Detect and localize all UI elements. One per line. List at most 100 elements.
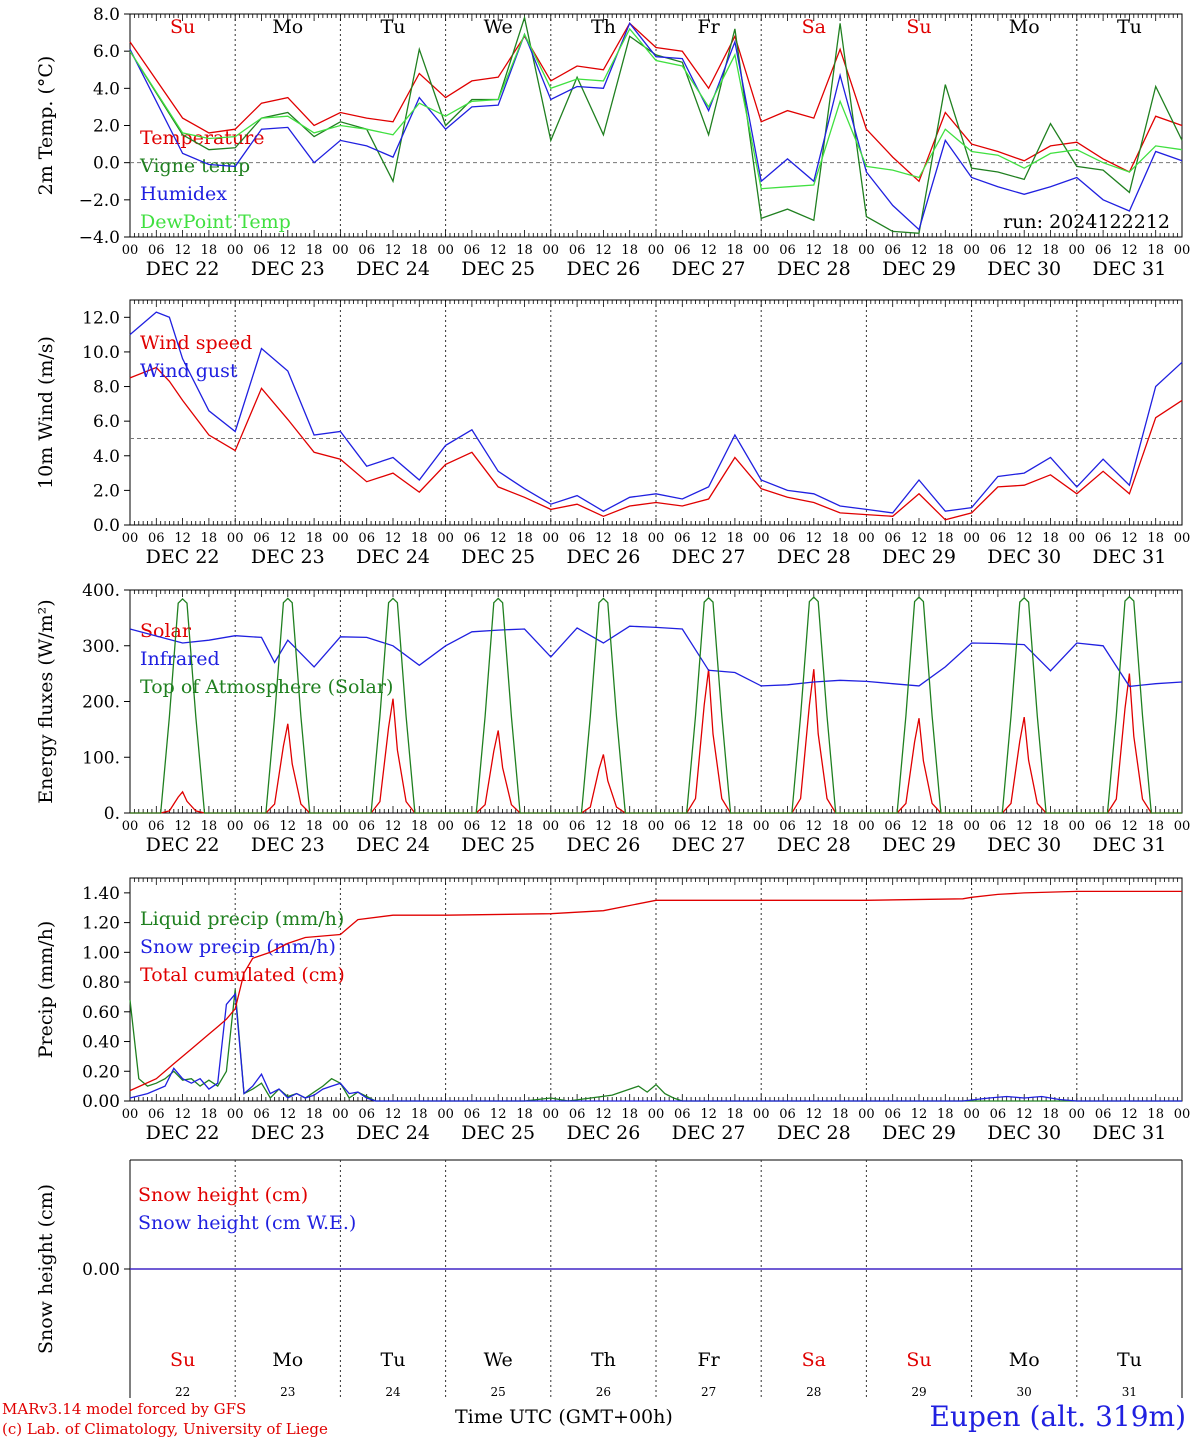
hour-tick-label: 18 [727, 819, 744, 834]
hour-tick-label: 18 [201, 531, 218, 546]
hour-tick-label: 18 [516, 819, 533, 834]
hour-tick-label: 18 [1147, 243, 1164, 258]
date-label: DEC 29 [882, 1122, 956, 1144]
y-axis-title: Precip (mm/h) [35, 921, 57, 1059]
weekday-label: We [484, 1349, 513, 1371]
day-number-label: 23 [280, 1385, 295, 1399]
y-tick-label: 1.00 [82, 943, 120, 963]
hour-tick-label: 12 [280, 531, 297, 546]
date-label: DEC 29 [882, 546, 956, 568]
weekday-label: Mo [272, 16, 303, 38]
date-label: DEC 24 [356, 1122, 430, 1144]
hour-tick-label: 00 [648, 531, 665, 546]
hour-tick-label: 18 [411, 243, 428, 258]
y-axis-title: Snow height (cm) [35, 1184, 57, 1354]
hour-tick-label: 18 [621, 1107, 638, 1122]
hour-tick-label: 00 [227, 1107, 244, 1122]
series-line-wind-speed [129, 366, 1183, 521]
legend-entry: Wind gust [140, 360, 238, 382]
hour-tick-label: 12 [385, 531, 402, 546]
hour-tick-label: 12 [174, 1107, 191, 1122]
legend-entry: Snow height (cm W.E.) [138, 1212, 356, 1234]
hour-tick-label: 00 [122, 1107, 139, 1122]
series-line-wind-gust [129, 311, 1183, 514]
y-tick-label: 1.20 [82, 914, 120, 934]
y-tick-label: 0.80 [82, 973, 120, 993]
hour-tick-label: 18 [727, 531, 744, 546]
hour-tick-label: 00 [963, 531, 980, 546]
y-tick-label: 0.60 [82, 1003, 120, 1023]
hour-tick-label: 18 [516, 531, 533, 546]
day-number-label: 27 [701, 1385, 716, 1399]
day-number-label: 24 [385, 1385, 401, 1399]
hour-tick-label: 00 [1174, 1107, 1191, 1122]
hour-tick-label: 06 [569, 531, 586, 546]
hour-tick-label: 00 [543, 1107, 560, 1122]
date-label: DEC 30 [987, 546, 1061, 568]
hour-tick-label: 18 [1147, 531, 1164, 546]
date-label: DEC 28 [777, 1122, 851, 1144]
weekday-label: Sa [802, 16, 826, 38]
day-number-label: 28 [806, 1385, 821, 1399]
hour-tick-label: 12 [806, 531, 823, 546]
hour-tick-label: 06 [674, 819, 691, 834]
date-label: DEC 22 [146, 546, 220, 568]
hour-tick-label: 12 [595, 243, 612, 258]
date-label: DEC 27 [672, 834, 746, 856]
hour-tick-label: 00 [543, 531, 560, 546]
hour-tick-label: 12 [385, 243, 402, 258]
y-tick-label: 6.0 [93, 412, 120, 432]
y-tick-label: 0.00 [82, 1092, 120, 1112]
y-tick-label: 4.0 [93, 79, 120, 99]
hour-tick-label: 06 [358, 243, 375, 258]
hour-tick-label: 00 [1174, 819, 1191, 834]
y-tick-label: 6.0 [93, 42, 120, 62]
hour-tick-label: 00 [1069, 243, 1086, 258]
hour-tick-label: 00 [963, 1107, 980, 1122]
hour-tick-label: 12 [595, 1107, 612, 1122]
hour-tick-label: 12 [1016, 1107, 1033, 1122]
hour-tick-label: 18 [832, 243, 849, 258]
hour-tick-label: 00 [543, 243, 560, 258]
hour-tick-label: 18 [1042, 819, 1059, 834]
hour-tick-label: 18 [411, 1107, 428, 1122]
weekday-label: Fr [697, 16, 720, 38]
hour-tick-label: 18 [1147, 1107, 1164, 1122]
legend-entry: Liquid precip (mm/h) [140, 908, 344, 930]
hour-tick-label: 18 [621, 531, 638, 546]
hour-tick-label: 12 [806, 819, 823, 834]
hour-tick-label: 06 [1095, 531, 1112, 546]
y-tick-label: 0.40 [82, 1033, 120, 1053]
hour-tick-label: 06 [1095, 819, 1112, 834]
hour-tick-label: 12 [490, 243, 507, 258]
hour-tick-label: 00 [122, 243, 139, 258]
hour-tick-label: 06 [990, 1107, 1007, 1122]
legend-entry: Solar [140, 620, 192, 642]
date-label: DEC 24 [356, 546, 430, 568]
hour-tick-label: 12 [1121, 1107, 1138, 1122]
hour-tick-label: 00 [1069, 1107, 1086, 1122]
date-label: DEC 23 [251, 1122, 325, 1144]
hour-tick-label: 12 [174, 243, 191, 258]
date-label: DEC 28 [777, 546, 851, 568]
date-label: DEC 26 [566, 258, 640, 280]
hour-tick-label: 12 [700, 1107, 717, 1122]
hour-tick-label: 18 [1042, 243, 1059, 258]
date-label: DEC 30 [987, 258, 1061, 280]
date-label: DEC 22 [146, 834, 220, 856]
date-label: DEC 31 [1092, 1122, 1166, 1144]
hour-tick-label: 00 [437, 531, 454, 546]
hour-tick-label: 18 [306, 1107, 323, 1122]
hour-tick-label: 18 [621, 819, 638, 834]
hour-tick-label: 06 [1095, 1107, 1112, 1122]
hour-tick-label: 06 [358, 531, 375, 546]
hour-tick-label: 06 [990, 531, 1007, 546]
hour-tick-label: 18 [516, 1107, 533, 1122]
hour-tick-label: 18 [411, 819, 428, 834]
date-label: DEC 27 [672, 1122, 746, 1144]
hour-tick-label: 00 [753, 531, 770, 546]
hour-tick-label: 12 [1016, 531, 1033, 546]
y-tick-label: 1.40 [82, 884, 120, 904]
hour-tick-label: 00 [648, 243, 665, 258]
